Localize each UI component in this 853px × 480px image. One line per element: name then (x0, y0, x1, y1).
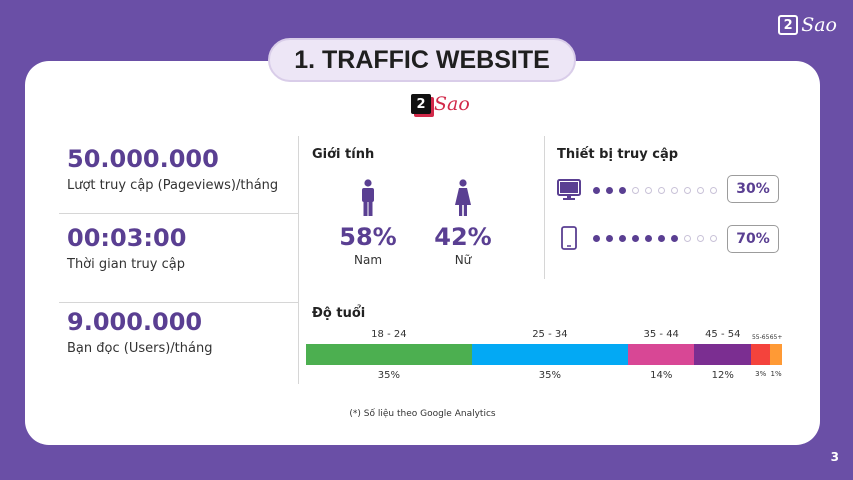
stat-duration: 00:03:00 Thời gian truy cập (67, 224, 186, 272)
age-group-percent: 1% (770, 370, 782, 378)
age-group-label: 18 - 24 (371, 329, 407, 340)
age-segment (628, 344, 695, 365)
male-person-icon (362, 179, 374, 216)
dot-filled (645, 234, 652, 242)
dot-empty (710, 234, 717, 242)
logo-number: 2 (411, 94, 431, 114)
devices-title: Thiết bị truy cập (557, 147, 679, 162)
stat-users: 9.000.000 Bạn đọc (Users)/tháng (67, 308, 212, 356)
gender-label: Nam (353, 253, 383, 267)
gender-percent: 42% (434, 223, 492, 251)
female-person-icon (455, 179, 471, 216)
dot-empty (632, 186, 639, 194)
gender-label: Nữ (454, 253, 472, 267)
age-segment (770, 344, 782, 365)
logo-text: Sao (801, 14, 837, 36)
page-number: 3 (830, 450, 839, 464)
divider (298, 136, 299, 384)
brand-logo-corner: 2 Sao (778, 14, 837, 36)
divider (59, 213, 298, 214)
logo-number: 2 (778, 15, 799, 35)
dot-filled (593, 186, 600, 194)
dot-filled (619, 234, 626, 242)
dot-filled (619, 186, 626, 194)
age-group-label: 65+ (769, 334, 783, 341)
gender-male: 58% Nam (333, 179, 403, 267)
age-segment (751, 344, 771, 365)
dot-empty (684, 186, 691, 194)
gender-percent: 58% (339, 223, 397, 251)
stat-value: 00:03:00 (67, 224, 187, 252)
age-bar (306, 344, 782, 365)
age-segment (471, 344, 629, 365)
footnote: (*) Số liệu theo Google Analytics (349, 409, 496, 419)
divider (59, 302, 298, 303)
dot-empty (697, 186, 704, 194)
content-card: 2 Sao 50.000.000 Lượt truy cập (Pageview… (25, 61, 820, 445)
age-segment (306, 344, 472, 365)
age-group-label: 35 - 44 (643, 329, 679, 340)
logo-text: Sao (434, 93, 470, 115)
stat-label: Bạn đọc (Users)/tháng (67, 341, 213, 356)
age-group-percent: 3% (755, 370, 767, 378)
dot-empty (658, 186, 665, 194)
stat-pageviews: 50.000.000 Lượt truy cập (Pageviews)/thá… (67, 145, 278, 193)
dot-empty (710, 186, 717, 194)
stat-value: 9.000.000 (67, 308, 203, 336)
dot-empty (684, 234, 691, 242)
age-group-label: 25 - 34 (532, 329, 568, 340)
gender-title: Giới tính (312, 147, 375, 162)
dot-empty (671, 186, 678, 194)
age-group-percent: 35% (538, 370, 562, 381)
device-percent: 30% (727, 175, 779, 203)
age-group-label: 55-65 (751, 334, 770, 341)
age-title: Độ tuổi (312, 306, 366, 321)
stat-label: Thời gian truy cập (67, 257, 185, 272)
dot-filled (632, 234, 639, 242)
dot-filled (606, 186, 613, 194)
stat-label: Lượt truy cập (Pageviews)/tháng (67, 178, 279, 193)
dot-filled (671, 234, 678, 242)
age-group-percent: 35% (377, 370, 400, 381)
desktop-monitor-icon (557, 179, 581, 200)
device-row-mobile (557, 226, 717, 250)
device-dots (593, 186, 717, 194)
dot-empty (645, 186, 652, 194)
gender-female: 42% Nữ (428, 179, 498, 267)
smartphone-icon (561, 226, 577, 250)
dot-empty (697, 234, 704, 242)
dot-filled (658, 234, 665, 242)
stat-value: 50.000.000 (67, 145, 219, 173)
dot-filled (593, 234, 600, 242)
age-segment (694, 344, 752, 365)
device-percent: 70% (727, 225, 779, 253)
age-group-percent: 14% (650, 370, 673, 381)
age-group-percent: 12% (711, 370, 734, 381)
device-dots (593, 234, 717, 242)
dot-filled (606, 234, 613, 242)
divider (544, 136, 545, 279)
brand-logo-center: 2 Sao (411, 93, 470, 115)
page-title: 1. TRAFFIC WEBSITE (268, 38, 576, 82)
age-group-label: 45 - 54 (705, 329, 741, 340)
device-row-desktop (557, 179, 717, 201)
